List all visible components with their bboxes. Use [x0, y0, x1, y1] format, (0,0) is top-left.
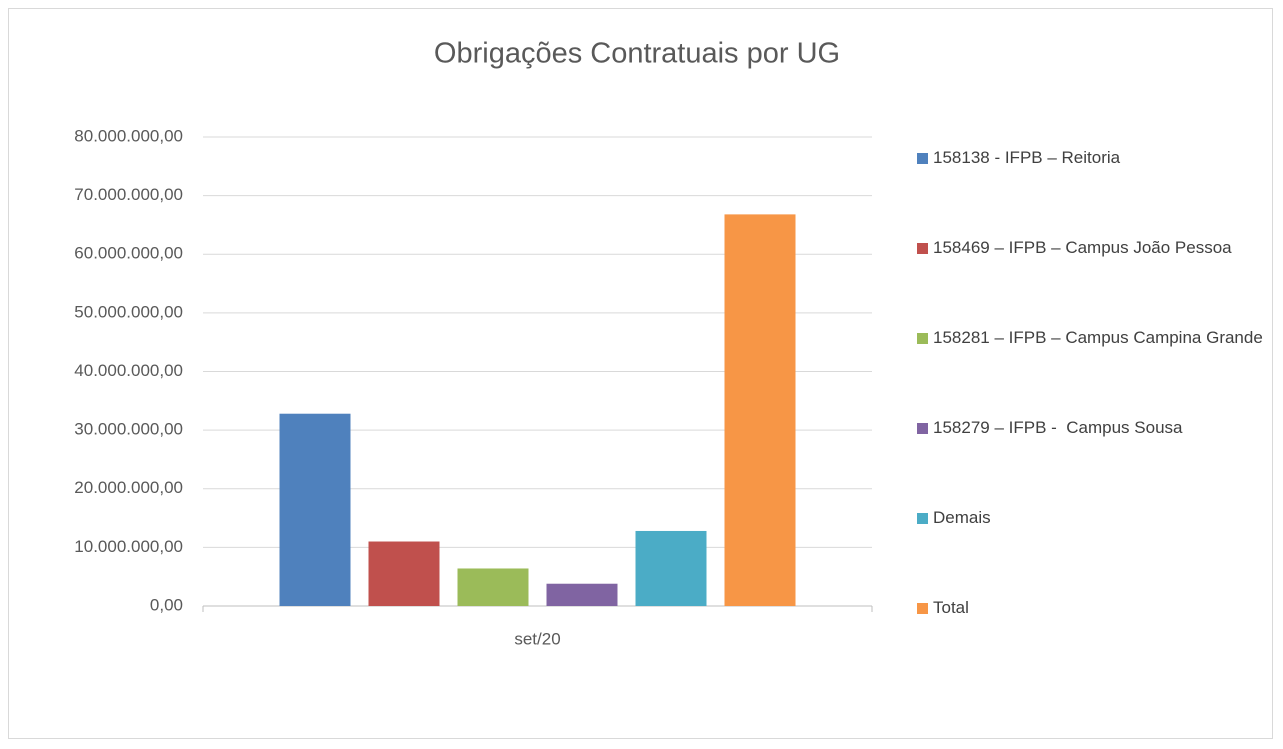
y-tick-label: 70.000.000,00	[74, 185, 183, 204]
legend-swatch	[917, 423, 928, 434]
legend-item: 158138 - IFPB – Reitoria	[917, 143, 1278, 173]
bar	[457, 568, 529, 606]
legend-item: 158469 – IFPB – Campus João Pessoa	[917, 233, 1278, 263]
legend-item: 158279 – IFPB - Campus Sousa	[917, 413, 1278, 443]
chart-title: Obrigações Contratuais por UG	[434, 38, 840, 70]
legend-swatch	[917, 153, 928, 164]
x-tick-label: set/20	[514, 629, 560, 648]
legend-item: Total	[917, 593, 1278, 623]
legend-swatch	[917, 243, 928, 254]
legend-label: 158138 - IFPB – Reitoria	[933, 148, 1121, 167]
legend-swatch	[917, 513, 928, 524]
bar	[635, 530, 707, 606]
y-tick-label: 60.000.000,00	[74, 244, 183, 263]
y-tick-label: 20.000.000,00	[74, 478, 183, 497]
legend-label: 158469 – IFPB – Campus João Pessoa	[933, 238, 1232, 257]
y-tick-label: 0,00	[150, 595, 183, 614]
legend-item: Demais	[917, 503, 1278, 533]
y-tick-label: 10.000.000,00	[74, 537, 183, 556]
legend-label: 158281 – IFPB – Campus Campina Grande	[933, 328, 1263, 347]
bar	[368, 541, 440, 606]
legend-label: 158279 – IFPB - Campus Sousa	[933, 418, 1183, 437]
bar	[279, 413, 351, 606]
legend-label: Total	[933, 598, 969, 617]
legend-swatch	[917, 603, 928, 614]
legend-item: 158281 – IFPB – Campus Campina Grande	[917, 323, 1278, 353]
y-tick-label: 30.000.000,00	[74, 420, 183, 439]
y-tick-label: 50.000.000,00	[74, 302, 183, 321]
y-tick-label: 80.000.000,00	[74, 126, 183, 145]
bar	[546, 583, 618, 606]
bar	[724, 214, 796, 606]
legend-label: Demais	[933, 508, 991, 527]
chart-frame	[8, 8, 1273, 739]
y-tick-label: 40.000.000,00	[74, 361, 183, 380]
legend-swatch	[917, 333, 928, 344]
